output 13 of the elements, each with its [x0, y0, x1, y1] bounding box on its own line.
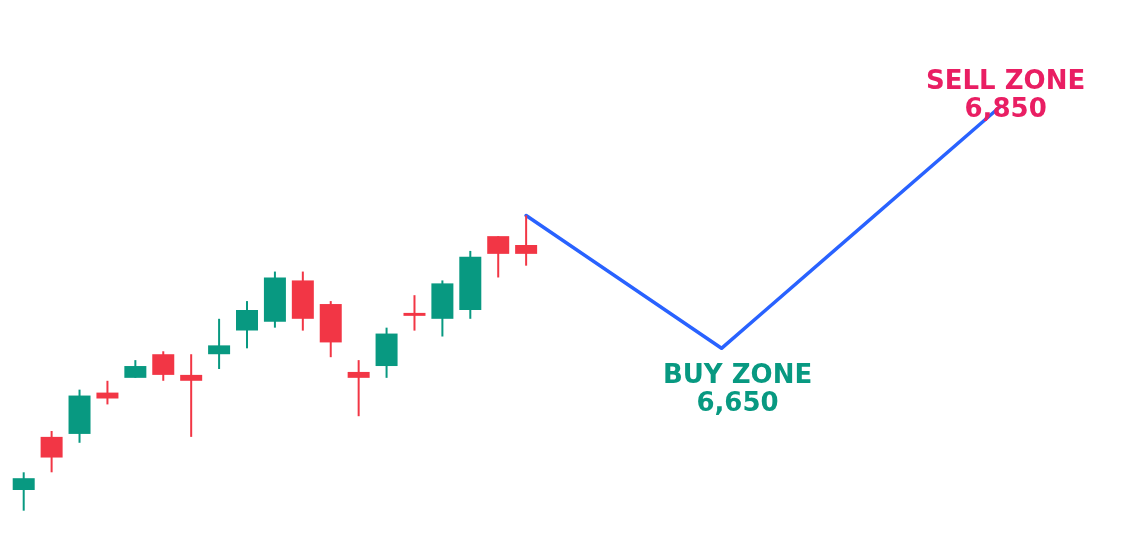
candlestick — [152, 350, 175, 382]
candlestick — [403, 294, 426, 332]
candlestick — [236, 300, 258, 350]
candlestick — [347, 359, 370, 418]
text: SELL ZONE 6,850 — [926, 65, 1086, 124]
candlestick — [515, 214, 538, 267]
candlestick — [180, 353, 203, 438]
candlestick — [208, 317, 231, 370]
candlestick — [487, 235, 510, 279]
annotation: BUY ZONE 6,650 — [662, 359, 813, 418]
candlestick — [40, 429, 63, 474]
candlestick — [12, 471, 35, 512]
candlestick — [96, 379, 119, 406]
